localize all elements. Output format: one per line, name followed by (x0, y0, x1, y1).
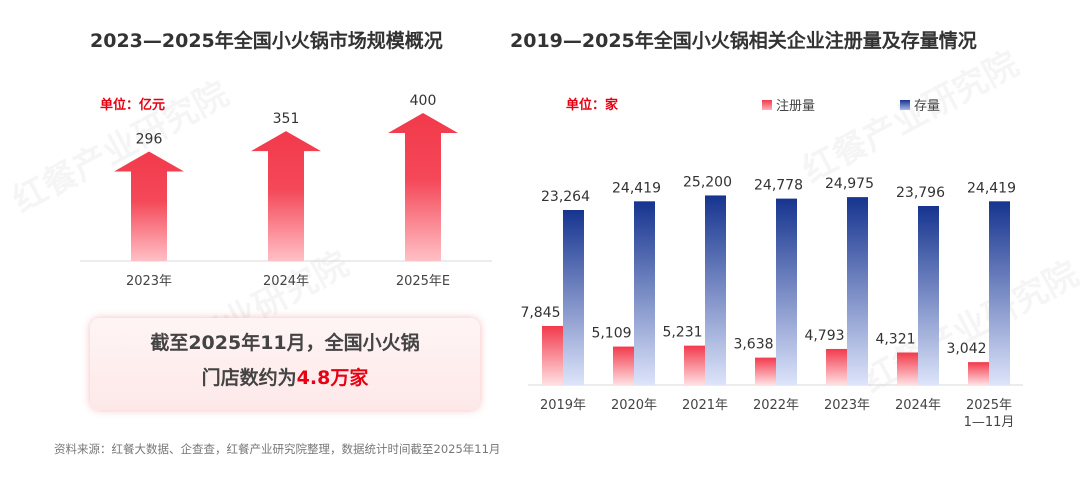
x-tick-label: 2025年E (396, 274, 450, 289)
legend-swatch (900, 99, 910, 110)
stock-bar-2025年 (989, 201, 1010, 385)
legend-swatch (762, 99, 772, 110)
registration-bar-2022年 (755, 357, 776, 385)
x-tick-label: 2020年 (611, 398, 657, 413)
unit-label: 单位：亿元 (100, 98, 166, 113)
value-label: 3,638 (733, 337, 773, 353)
value-label: 24,419 (967, 180, 1016, 196)
registration-bar-2023年 (826, 348, 847, 385)
chart-title-market-size: 2023—2025年全国小火锅市场规模概况 (90, 30, 443, 52)
value-label: 7,845 (520, 305, 560, 321)
value-label: 24,975 (825, 176, 874, 192)
legend-item-registrations: 注册量 (762, 95, 815, 114)
x-tick-label: 2024年 (263, 274, 309, 289)
stock-bar-2019年 (563, 210, 584, 385)
value-label: 23,264 (541, 189, 590, 205)
legend-label: 存量 (914, 99, 941, 114)
registration-bar-2021年 (684, 345, 705, 385)
value-label: 351 (273, 111, 300, 127)
x-tick-label: 2022年 (753, 398, 799, 413)
unit-label: 单位：家 (566, 98, 619, 113)
callout-text: 门店数约为 (201, 367, 297, 389)
source-note: 资料来源：红餐大数据、企查查，红餐产业研究院整理，数据统计时间截至2025年11… (54, 442, 501, 456)
store-count-callout: 截至2025年11月，全国小火锅 门店数约为4.8万家 (90, 318, 480, 410)
stock-bar-2022年 (776, 198, 797, 385)
registration-bar-2020年 (613, 346, 634, 385)
arrow-bar-2023年 (114, 151, 184, 261)
stock-bar-2021年 (705, 195, 726, 385)
x-tick-label: 2023年 (824, 398, 870, 413)
x-tick-label: 2023年 (126, 274, 172, 289)
x-tick-label: 2021年 (682, 398, 728, 413)
arrow-bar-2025年E (388, 113, 458, 261)
callout-line1: 截至2025年11月，全国小火锅 (150, 332, 420, 354)
registration-bar-2024年 (897, 352, 918, 385)
value-label: 3,042 (946, 341, 986, 357)
value-label: 24,419 (612, 180, 661, 196)
arrow-bar-2024年 (251, 131, 321, 261)
value-label: 24,778 (754, 178, 803, 194)
value-label: 5,109 (591, 326, 631, 342)
x-tick-label: 1—11月 (964, 415, 1015, 430)
legend-label: 注册量 (776, 99, 816, 114)
x-tick-label: 2024年 (895, 398, 941, 413)
x-tick-label: 2019年 (540, 398, 586, 413)
value-label: 4,321 (875, 331, 915, 347)
value-label: 4,793 (804, 328, 844, 344)
value-label: 5,231 (662, 325, 702, 341)
value-label: 23,796 (896, 185, 945, 201)
callout-line2: 门店数约为4.8万家 (90, 363, 480, 390)
stock-bar-2020年 (634, 201, 655, 385)
callout-highlight: 4.8万家 (296, 367, 369, 389)
stock-bar-2024年 (918, 205, 939, 385)
chart-title-enterprises: 2019—2025年全国小火锅相关企业注册量及存量情况 (510, 30, 977, 52)
registration-bar-2025年 (968, 362, 989, 385)
value-label: 296 (136, 131, 163, 147)
stock-bar-2023年 (847, 197, 868, 385)
value-label: 25,200 (683, 174, 732, 190)
registration-bar-2019年 (542, 325, 563, 385)
legend-item-stock: 存量 (900, 95, 940, 114)
x-tick-label: 2025年 (966, 398, 1012, 413)
value-label: 400 (410, 93, 437, 109)
